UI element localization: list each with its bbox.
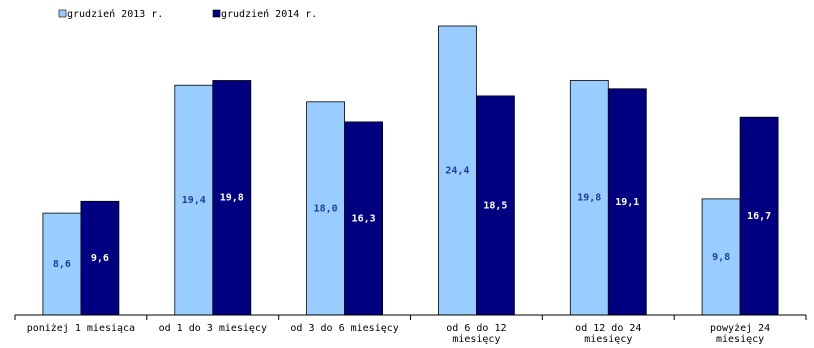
bar-2013-cat-2 (306, 101, 346, 316)
bar-2014-cat-0 (80, 200, 120, 316)
legend-swatch-2014 (212, 9, 221, 18)
value-label-2013-cat-1: 19,4 (182, 195, 206, 206)
bar-2014-cat-4 (607, 88, 647, 316)
value-label-2014-cat-1: 19,8 (220, 193, 244, 204)
x-axis-labels: poniżej 1 miesiąca od 1 do 3 miesięcy od 3… (27, 323, 770, 345)
legend-label-2013: grudzień 2013 r. (67, 8, 163, 20)
x-tick-label-5-line-1: miesięcy (716, 334, 764, 345)
legend-label-2014: grudzień 2014 r. (221, 8, 317, 20)
x-tick-label-1: od 1 do 3 miesięcy (159, 323, 267, 334)
bar-2013-cat-1 (174, 84, 214, 316)
x-axis-ticks (14, 315, 807, 320)
x-tick-label-3-line-1: miesięcy (452, 334, 500, 345)
x-tick-label-4-line-1: miesięcy (584, 334, 632, 345)
bar-2014-cat-5 (739, 116, 779, 316)
x-tick-label-2: od 3 do 6 miesięcy (290, 323, 398, 334)
x-tick-label-0: poniżej 1 miesiąca (27, 323, 135, 334)
value-label-2014-cat-2: 16,3 (352, 214, 376, 225)
value-label-2013-cat-3: 24,4 (445, 166, 469, 177)
x-tick-label-3: od 6 do 12 (446, 323, 506, 334)
value-label-2014-cat-4: 19,1 (615, 197, 639, 208)
legend-swatch-2013 (58, 9, 67, 18)
value-label-2013-cat-4: 19,8 (577, 193, 601, 204)
x-tick-label-4: od 12 do 24 (575, 323, 641, 334)
x-tick-label-5: powyżej 24 (710, 323, 770, 334)
bars-group: 8,6 9,6 19,4 19,8 18,0 16,3 24,4 18,5 19,8 19,1 9,… (42, 25, 779, 316)
value-label-2013-cat-0: 8,6 (53, 259, 71, 270)
bar-2014-cat-2 (344, 121, 384, 316)
bar-2013-cat-0 (42, 212, 82, 316)
value-label-2014-cat-5: 16,7 (747, 211, 771, 222)
value-label-2013-cat-5: 9,8 (712, 252, 730, 263)
value-label-2013-cat-2: 18,0 (314, 203, 338, 214)
value-label-2014-cat-3: 18,5 (483, 200, 507, 211)
value-label-2014-cat-0: 9,6 (91, 253, 109, 264)
bar-2014-cat-1 (212, 80, 252, 316)
bar-2014-cat-3 (475, 95, 515, 316)
legend: grudzień 2013 r. grudzień 2014 r. (58, 8, 317, 20)
